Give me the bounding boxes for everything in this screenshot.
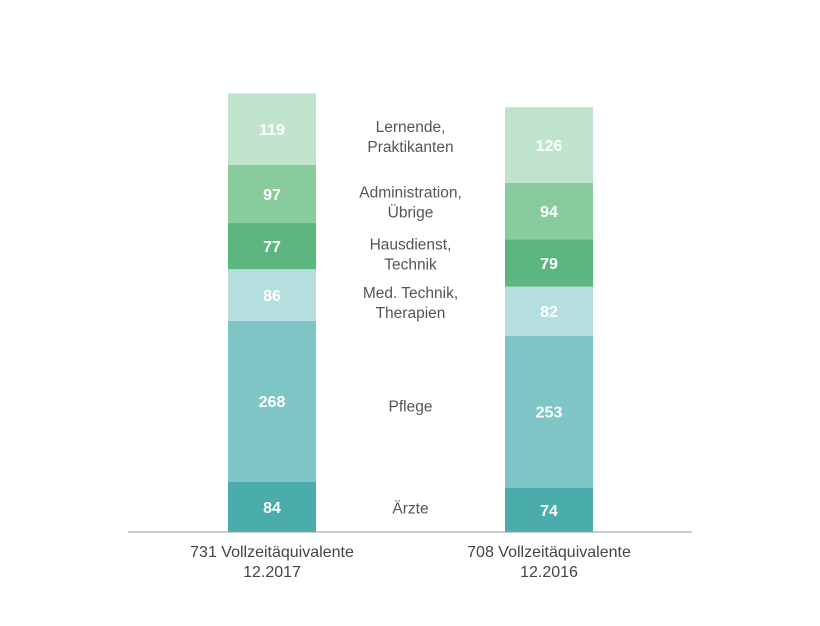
x-axis-labels: 731 Vollzeitäquivalente 12.2017 708 Vollze… — [190, 544, 631, 581]
series-label: Lernende, Praktikanten — [367, 119, 453, 156]
data-label: 77 — [263, 239, 281, 256]
data-label: 94 — [540, 204, 558, 221]
data-label: 82 — [540, 304, 558, 321]
bar-segment — [228, 223, 316, 270]
bar-segment — [228, 164, 316, 223]
x-tick-label: 731 Vollzeitäquivalente 12.2017 — [190, 544, 354, 581]
series-label: Pflege — [389, 398, 433, 415]
bars-group: 84 268 86 77 97 119 74 253 82 79 94 126 — [228, 93, 593, 532]
data-label: 268 — [259, 394, 286, 411]
x-tick-label: 708 Vollzeitäquivalente 12.2016 — [467, 544, 631, 581]
bar-segment — [505, 286, 593, 336]
bar-segment — [228, 269, 316, 321]
data-label: 253 — [536, 405, 563, 422]
data-label: 79 — [540, 256, 558, 273]
bar-segment — [505, 487, 593, 532]
bar-segment — [505, 335, 593, 488]
data-label: 97 — [263, 187, 281, 204]
data-label: 86 — [263, 288, 281, 305]
data-label: 126 — [536, 138, 563, 155]
bar-segment — [505, 239, 593, 287]
series-labels: Ärzte Pflege Med. Technik, Therapien Hausdie… — [359, 119, 462, 517]
series-label: Hausdienst, Technik — [370, 237, 452, 274]
bar-segment — [228, 320, 316, 482]
data-label: 74 — [540, 503, 558, 520]
series-label: Med. Technik, Therapien — [363, 285, 458, 322]
bar-segment — [505, 107, 593, 183]
bar-segment — [228, 481, 316, 532]
data-label: 119 — [259, 122, 285, 139]
bar-segment — [505, 182, 593, 240]
bar-segment — [228, 93, 316, 165]
series-label: Administration, Übrige — [359, 184, 462, 221]
data-label: 84 — [263, 500, 281, 517]
series-label: Ärzte — [392, 500, 428, 517]
